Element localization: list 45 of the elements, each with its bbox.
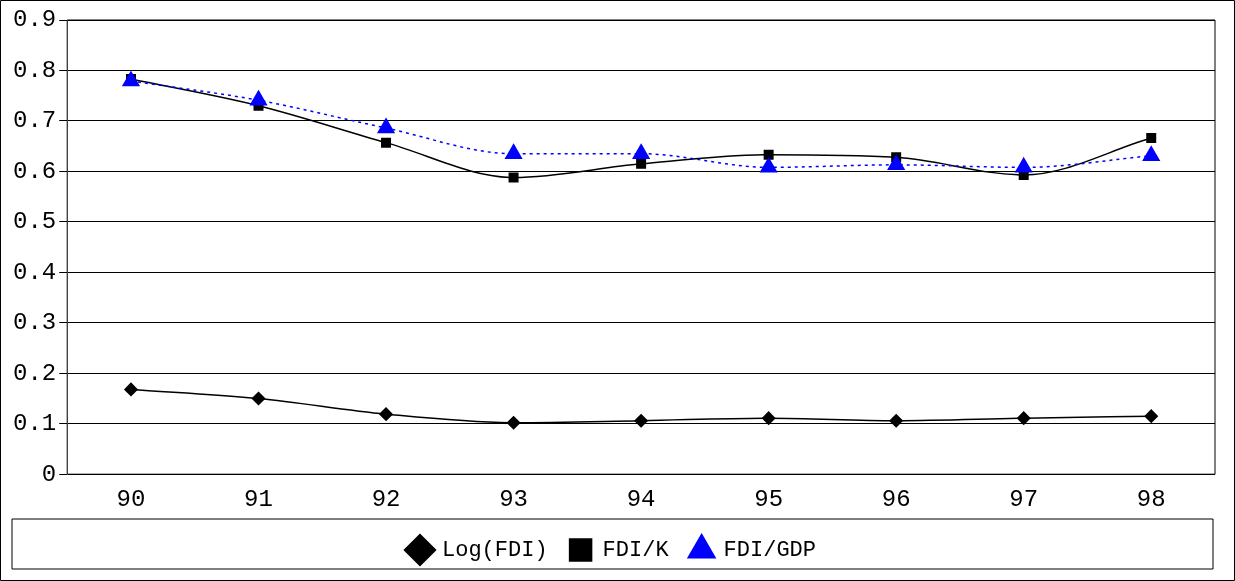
- x-tick-label: 98: [1136, 485, 1166, 513]
- y-tick-label: 0: [41, 460, 57, 488]
- point: [1146, 133, 1157, 144]
- point: [887, 155, 905, 171]
- y-tick-label: 0.7: [12, 107, 57, 135]
- x-tick-label: 92: [371, 485, 401, 513]
- y-tick-label: 0.8: [12, 56, 57, 84]
- point: [381, 137, 392, 148]
- point: [377, 118, 395, 134]
- x-tick-label: 96: [881, 485, 911, 513]
- x-tick-label: 93: [499, 485, 528, 513]
- point: [379, 407, 393, 421]
- x-tick-label: 97: [1009, 485, 1039, 513]
- legend-label: Log(FDI): [441, 537, 548, 563]
- point: [1142, 146, 1160, 162]
- x-tick-label: 90: [116, 485, 146, 513]
- x-tick-label: 91: [244, 485, 273, 513]
- point: [634, 413, 648, 428]
- point: [508, 172, 519, 183]
- point: [889, 413, 903, 428]
- point: [505, 143, 523, 159]
- y-tick-label: 0.3: [12, 309, 57, 337]
- point: [122, 71, 140, 87]
- legend-label: FDI/GDP: [723, 537, 817, 563]
- y-tick-label: 0.4: [12, 258, 57, 286]
- x-tick-label: 94: [626, 485, 656, 513]
- y-tick-label: 0.9: [12, 6, 57, 34]
- point: [1015, 157, 1033, 173]
- point: [761, 411, 776, 425]
- point: [632, 143, 650, 159]
- point: [506, 415, 521, 430]
- y-tick-label: 0.2: [12, 359, 57, 387]
- point: [124, 382, 138, 397]
- legend-label: FDI/K: [602, 537, 670, 563]
- point: [1144, 409, 1158, 423]
- point: [636, 158, 647, 169]
- point: [760, 157, 778, 173]
- y-tick-label: 0.1: [12, 410, 57, 438]
- point: [1016, 411, 1031, 425]
- point: [249, 90, 268, 106]
- point: [763, 149, 774, 160]
- y-tick-label: 0.5: [12, 208, 57, 236]
- y-tick-label: 0.6: [12, 157, 57, 185]
- x-tick-label: 95: [754, 485, 784, 513]
- point: [251, 391, 266, 406]
